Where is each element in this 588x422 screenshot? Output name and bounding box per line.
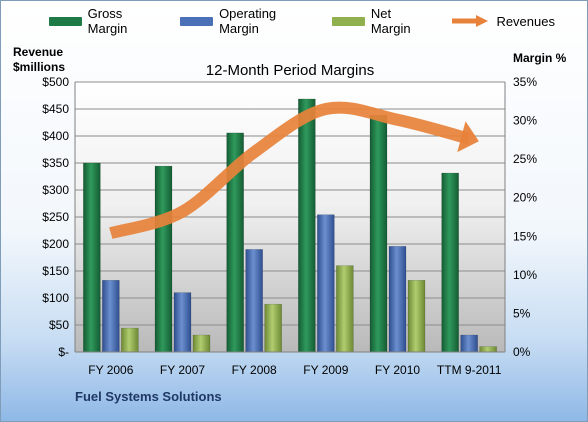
revenues-arrowhead [457, 121, 479, 153]
operating-margin-bar [245, 249, 263, 353]
x-tick-label: FY 2006 [88, 363, 133, 377]
left-axis-title: Revenue $millions [13, 45, 65, 75]
net-margin-bar [192, 334, 211, 353]
legend-gross-margin: Gross Margin [49, 6, 158, 36]
gross-margin-bar [441, 172, 459, 353]
left-tick-label: $450 [42, 102, 69, 116]
left-axis-title-line2: $millions [13, 60, 66, 74]
left-tick-label: $200 [42, 237, 69, 251]
chart-title: 12-Month Period Margins [206, 62, 374, 79]
gross-margin-bar [298, 98, 316, 353]
x-tick-label: FY 2009 [303, 363, 348, 377]
legend-revenues-label: Revenues [496, 13, 555, 29]
operating-margin-bar [102, 280, 120, 353]
right-tick-label: 15% [513, 229, 537, 243]
operating-margin-bar [173, 292, 192, 353]
legend-gross-label: Gross Margin [87, 6, 128, 36]
net-margin-bar [336, 265, 354, 353]
x-tick-label: FY 2008 [232, 363, 277, 377]
right-tick-label: 0% [513, 345, 531, 359]
left-tick-label: $500 [42, 75, 69, 89]
right-tick-label: 25% [513, 152, 537, 166]
legend-net-label: Net Margin [370, 6, 411, 36]
x-tick-label: FY 2010 [375, 363, 420, 377]
left-tick-label: $150 [42, 264, 69, 278]
legend-gross-swatch [49, 16, 82, 26]
right-tick-label: 5% [513, 306, 531, 320]
left-tick-label: $300 [42, 183, 69, 197]
revenues-line [109, 101, 471, 239]
left-tick-label: $400 [42, 129, 69, 143]
left-tick-label: $100 [42, 291, 69, 305]
gross-margin-bar [83, 162, 101, 353]
legend-revenues-arrow-icon [452, 15, 489, 27]
company-name: Fuel Systems Solutions [75, 389, 222, 404]
net-margin-bar [121, 327, 139, 353]
legend-operating-swatch [180, 16, 214, 26]
legend-net-margin: Net Margin [332, 6, 428, 36]
operating-margin-bar [317, 214, 335, 353]
net-margin-bar [407, 280, 426, 353]
net-margin-bar [479, 346, 497, 353]
x-tick-label: FY 2007 [160, 363, 205, 377]
operating-margin-bar [460, 334, 478, 353]
right-tick-label: 35% [513, 75, 537, 89]
right-tick-label: 10% [513, 268, 537, 282]
left-tick-label: $- [58, 345, 69, 359]
legend-net-swatch [332, 16, 365, 26]
right-tick-label: 30% [513, 114, 537, 128]
gross-margin-bar [369, 114, 388, 353]
operating-margin-bar [388, 246, 407, 353]
legend-operating-margin: Operating Margin [180, 6, 310, 36]
legend-operating-label: Operating Margin [219, 6, 277, 36]
left-tick-label: $50 [49, 318, 69, 332]
x-tick-label: TTM 9-2011 [437, 363, 502, 377]
left-tick-label: $350 [42, 156, 69, 170]
right-axis-title: Margin % [513, 51, 567, 65]
net-margin-bar [264, 303, 282, 353]
right-tick-label: 20% [513, 191, 537, 205]
left-axis-title-line1: Revenue [13, 45, 64, 59]
gross-margin-bar [154, 165, 173, 353]
legend-revenues: Revenues [450, 14, 555, 29]
left-tick-label: $250 [42, 210, 69, 224]
chart-legend: Gross Margin Operating Margin Net Margin… [49, 6, 577, 36]
